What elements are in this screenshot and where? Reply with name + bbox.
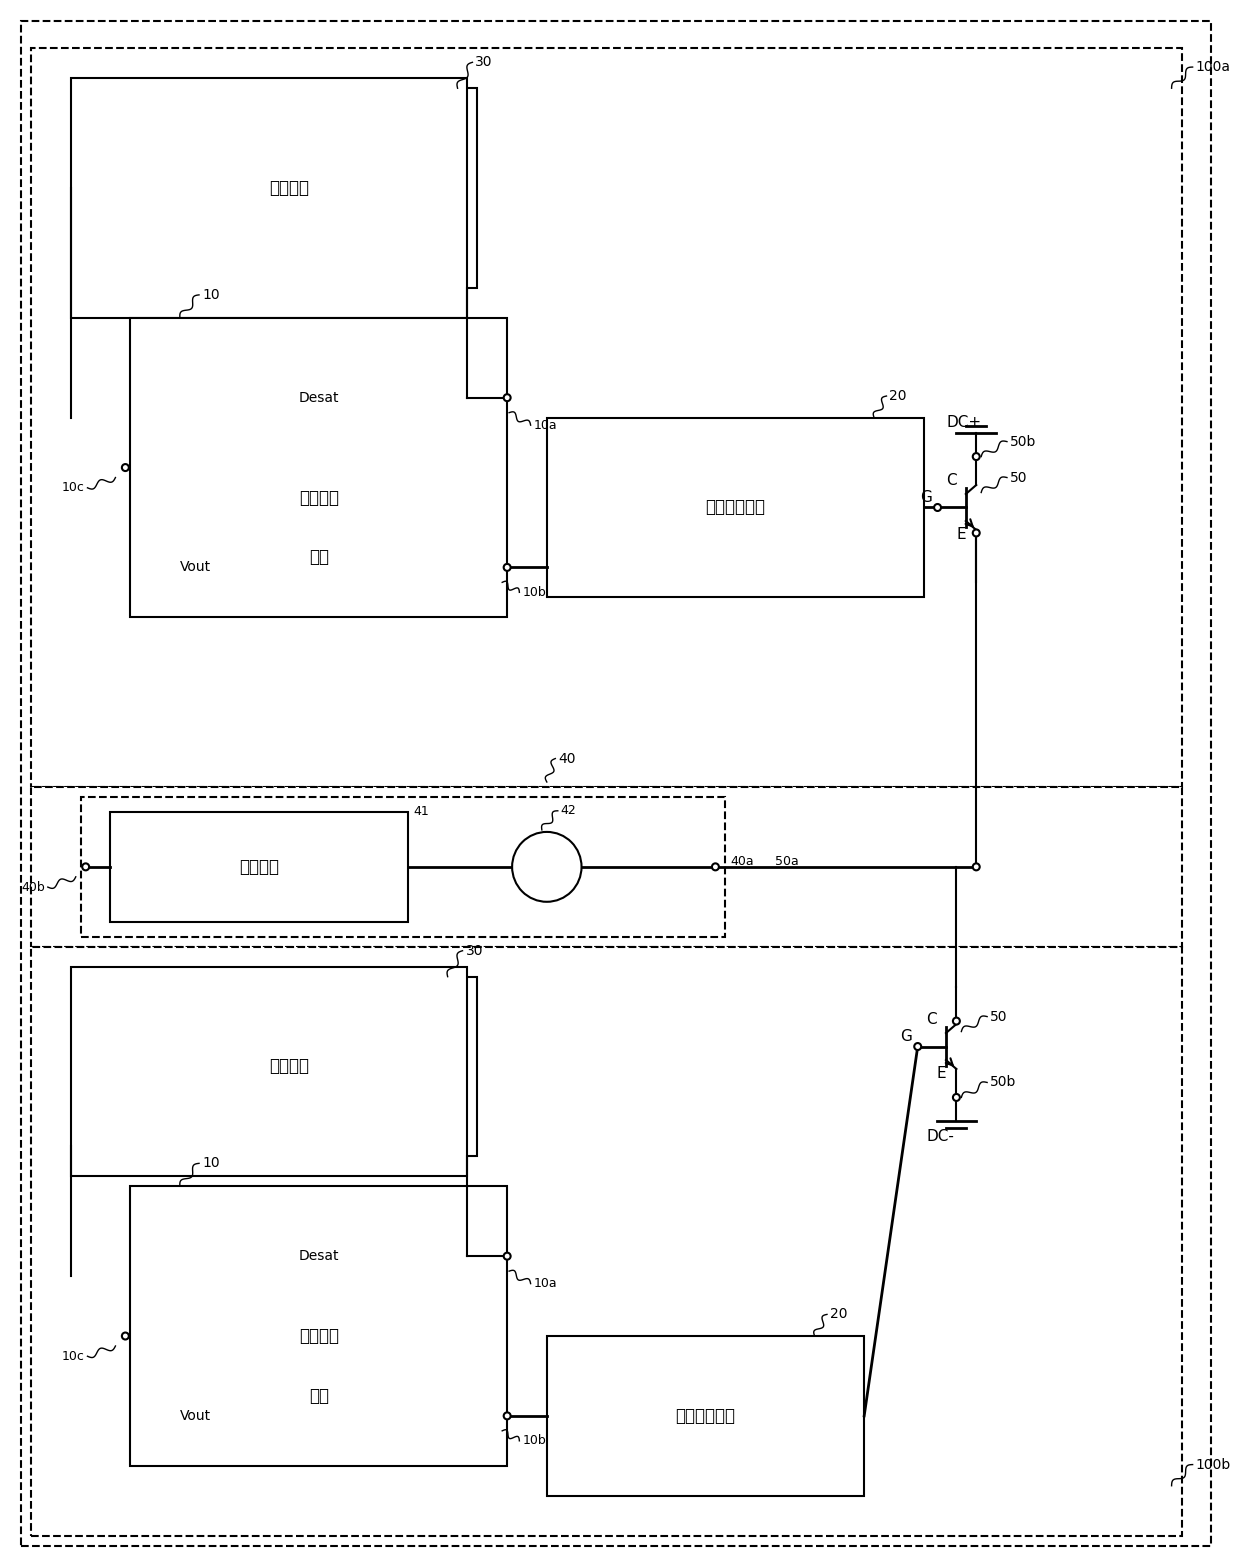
Circle shape bbox=[503, 1252, 511, 1260]
Text: Vout: Vout bbox=[180, 561, 211, 575]
Text: G: G bbox=[900, 1030, 911, 1044]
Text: 第二驱动单元: 第二驱动单元 bbox=[676, 1407, 735, 1424]
Text: 单元: 单元 bbox=[309, 548, 329, 566]
Text: 第二驱动单元: 第二驱动单元 bbox=[706, 498, 765, 517]
Circle shape bbox=[952, 1017, 960, 1025]
Text: 50b: 50b bbox=[1009, 434, 1037, 448]
Bar bbox=[71, 967, 467, 1177]
Text: 10a: 10a bbox=[533, 418, 557, 431]
Text: Desat: Desat bbox=[299, 390, 339, 404]
Text: 比较单元: 比较单元 bbox=[239, 857, 279, 876]
Bar bbox=[31, 946, 1182, 1536]
Circle shape bbox=[512, 832, 582, 901]
Text: 41: 41 bbox=[413, 805, 429, 818]
Bar bbox=[71, 78, 467, 318]
Bar bbox=[31, 787, 1182, 946]
Circle shape bbox=[972, 863, 980, 870]
Text: C: C bbox=[926, 1012, 936, 1026]
Circle shape bbox=[914, 1044, 921, 1050]
Bar bbox=[100, 976, 477, 1156]
Circle shape bbox=[934, 505, 941, 511]
Bar bbox=[110, 812, 408, 921]
Bar bbox=[31, 49, 1182, 787]
Text: 50: 50 bbox=[990, 1009, 1008, 1023]
Text: 第一驱动: 第一驱动 bbox=[299, 1327, 339, 1344]
Circle shape bbox=[503, 564, 511, 570]
Text: 隔离单元: 隔离单元 bbox=[269, 1058, 309, 1075]
Circle shape bbox=[82, 863, 89, 870]
Text: 40: 40 bbox=[558, 752, 575, 766]
Text: 20: 20 bbox=[889, 389, 906, 403]
Text: DC-: DC- bbox=[926, 1128, 955, 1144]
Bar bbox=[547, 1337, 864, 1496]
Text: 10b: 10b bbox=[522, 1434, 546, 1448]
Text: 10c: 10c bbox=[62, 481, 84, 494]
Text: 20: 20 bbox=[830, 1307, 847, 1321]
Text: 10c: 10c bbox=[62, 1349, 84, 1363]
Text: 30: 30 bbox=[475, 55, 494, 69]
Text: 40a: 40a bbox=[730, 856, 754, 868]
Text: C: C bbox=[946, 473, 956, 487]
Text: 40b: 40b bbox=[21, 881, 45, 893]
Circle shape bbox=[952, 1094, 960, 1102]
Text: 100b: 100b bbox=[1195, 1457, 1231, 1471]
Text: G: G bbox=[920, 490, 931, 505]
Bar bbox=[130, 1186, 507, 1465]
Circle shape bbox=[122, 464, 129, 472]
Text: Vout: Vout bbox=[180, 1409, 211, 1423]
Text: 第一驱动: 第一驱动 bbox=[299, 489, 339, 506]
Bar bbox=[81, 798, 725, 937]
Circle shape bbox=[122, 1332, 129, 1340]
Circle shape bbox=[972, 530, 980, 536]
Circle shape bbox=[972, 453, 980, 461]
Circle shape bbox=[712, 863, 719, 870]
Circle shape bbox=[503, 395, 511, 401]
Bar bbox=[547, 418, 924, 597]
Text: 隔离单元: 隔离单元 bbox=[269, 179, 309, 197]
Text: 50b: 50b bbox=[990, 1075, 1017, 1089]
Circle shape bbox=[503, 1412, 511, 1420]
Text: 10a: 10a bbox=[533, 1277, 557, 1290]
Text: 10: 10 bbox=[202, 288, 219, 302]
Text: 30: 30 bbox=[465, 943, 484, 957]
Bar bbox=[100, 88, 477, 288]
Text: 10: 10 bbox=[202, 1156, 219, 1171]
Text: 100a: 100a bbox=[1195, 60, 1230, 74]
Text: 50: 50 bbox=[1009, 470, 1028, 484]
Bar bbox=[130, 318, 507, 617]
Text: E: E bbox=[957, 527, 966, 542]
Text: 42: 42 bbox=[560, 804, 577, 818]
Text: Desat: Desat bbox=[299, 1249, 339, 1263]
Text: 50a: 50a bbox=[775, 856, 799, 868]
Text: E: E bbox=[937, 1066, 946, 1081]
Text: 10b: 10b bbox=[522, 586, 546, 599]
Text: DC+: DC+ bbox=[946, 415, 982, 429]
Text: 单元: 单元 bbox=[309, 1387, 329, 1406]
